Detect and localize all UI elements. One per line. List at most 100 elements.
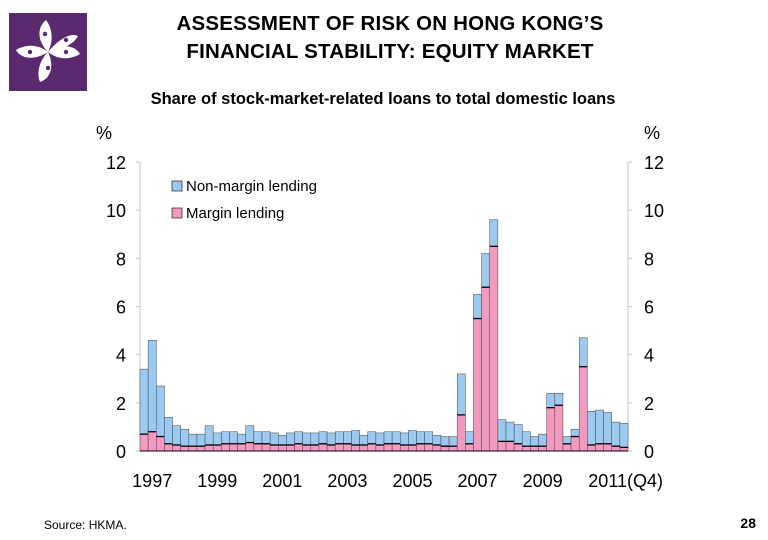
bar-group	[164, 417, 173, 452]
margin-lending-bar	[196, 445, 206, 452]
legend-swatch-non-margin	[171, 180, 183, 192]
bar-group	[375, 432, 385, 452]
slide-title: ASSESSMENT OF RISK ON HONG KONG’S FINANC…	[100, 10, 680, 66]
non-margin-lending-bar	[554, 392, 564, 406]
bar-group	[351, 430, 360, 452]
non-margin-lending-bar	[619, 423, 629, 448]
non-margin-lending-bar	[432, 435, 442, 446]
slide-title-line-1: ASSESSMENT OF RISK ON HONG KONG’S	[176, 12, 604, 35]
margin-lending-bar	[294, 443, 303, 452]
non-margin-lending-bar	[302, 432, 312, 446]
margin-lending-bar	[400, 444, 409, 452]
margin-lending-bar	[578, 366, 588, 452]
non-margin-lending-bar	[481, 253, 490, 288]
margin-lending-bar	[562, 443, 572, 452]
bar-group	[497, 419, 507, 452]
non-margin-lending-bar	[497, 419, 507, 442]
margin-lending-bar	[522, 445, 531, 452]
margin-lending-bar	[310, 444, 320, 452]
bar-group	[310, 432, 320, 452]
bar-group	[302, 432, 312, 452]
non-margin-lending-bar	[587, 411, 596, 446]
bar-group	[286, 432, 295, 452]
non-margin-lending-bar	[416, 431, 425, 445]
margin-lending-bar	[611, 445, 621, 452]
non-margin-lending-bar	[343, 431, 352, 445]
bar-group	[400, 432, 409, 452]
bar-group	[570, 429, 580, 452]
legend-label-non-margin: Non-margin lending	[186, 178, 317, 195]
margin-lending-bar	[554, 404, 564, 452]
bar-group	[448, 436, 458, 452]
bar-group	[440, 436, 450, 452]
right-y-tick-label: 4	[644, 346, 654, 366]
non-margin-lending-bar	[351, 430, 360, 446]
margin-lending-bar	[286, 444, 295, 452]
non-margin-lending-bar	[196, 433, 206, 447]
left-y-tick-label: 0	[116, 442, 126, 462]
bar-group	[595, 409, 604, 452]
margin-lending-bar	[546, 407, 556, 452]
x-tick-label: 2001	[262, 471, 302, 491]
margin-lending-bar	[375, 444, 385, 452]
non-margin-lending-bar	[237, 433, 246, 445]
bar-group	[505, 421, 515, 452]
non-margin-lending-bar	[546, 392, 556, 408]
margin-lending-bar	[359, 444, 368, 452]
margin-lending-bar	[229, 443, 238, 452]
non-margin-lending-bar	[253, 431, 263, 445]
bar-group	[156, 385, 165, 452]
left-y-tick-label: 8	[116, 249, 126, 269]
margin-lending-bar	[465, 443, 474, 452]
non-margin-lending-bar	[603, 412, 612, 445]
right-y-tick-label: 8	[644, 249, 654, 269]
margin-lending-bar	[538, 445, 547, 452]
margin-lending-bar	[302, 444, 312, 452]
non-margin-lending-bar	[383, 431, 393, 445]
margin-lending-bar	[367, 443, 377, 452]
non-margin-lending-bar	[147, 339, 157, 432]
bauhinia-flower-icon	[8, 12, 88, 92]
bar-group	[522, 431, 531, 452]
x-tick-label: 2011	[588, 471, 627, 491]
slide-title-line-2: FINANCIAL STABILITY: EQUITY MARKET	[186, 40, 594, 63]
non-margin-lending-bar	[326, 432, 336, 446]
non-margin-lending-bar	[448, 436, 458, 447]
margin-lending-bar	[489, 246, 499, 452]
bar-group	[253, 431, 263, 452]
margin-lending-bar	[448, 445, 458, 452]
bar-group	[229, 431, 238, 452]
bar-group	[546, 392, 556, 452]
bar-group	[278, 435, 287, 452]
bar-group	[343, 431, 352, 452]
x-axis-end-note: (Q4)	[627, 471, 663, 491]
non-margin-lending-bar	[513, 424, 523, 445]
bar-group	[245, 425, 255, 452]
bar-group	[188, 433, 198, 452]
margin-lending-bar	[212, 444, 222, 452]
bar-group	[237, 433, 246, 452]
non-margin-lending-bar	[359, 435, 368, 446]
margin-lending-bar	[147, 431, 157, 452]
bar-group	[611, 421, 621, 452]
non-margin-lending-bar	[408, 430, 417, 446]
bar-group	[578, 337, 588, 452]
non-margin-lending-bar	[139, 368, 149, 435]
bar-group	[473, 294, 482, 452]
non-margin-lending-bar	[367, 431, 377, 445]
page-number: 28	[740, 515, 756, 531]
non-margin-lending-bar	[391, 431, 401, 445]
margin-lending-bar	[408, 444, 417, 452]
right-y-tick-label: 2	[644, 394, 654, 414]
source-note: Source: HKMA.	[44, 518, 127, 532]
non-margin-lending-bar	[334, 431, 344, 445]
margin-lending-bar	[221, 443, 230, 452]
bar-group	[587, 411, 596, 452]
x-tick-label: 1997	[132, 471, 172, 491]
margin-lending-bar	[351, 444, 360, 452]
bar-group	[465, 431, 474, 452]
left-y-tick-label: 4	[116, 346, 126, 366]
margin-lending-bar	[513, 443, 523, 452]
margin-lending-bar	[318, 443, 328, 452]
margin-lending-bar	[481, 286, 490, 452]
